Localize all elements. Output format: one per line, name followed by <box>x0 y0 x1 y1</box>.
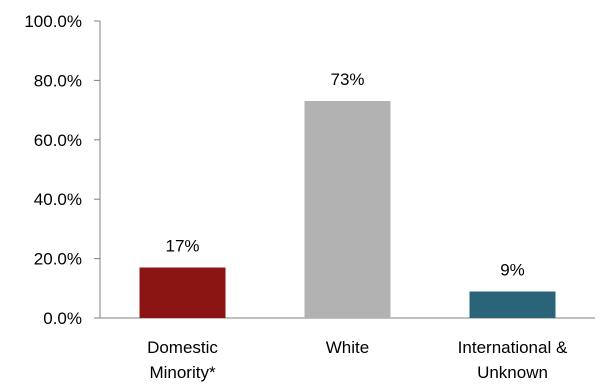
bar <box>139 267 226 318</box>
y-tick-label: 100.0% <box>24 12 82 31</box>
data-label: 73% <box>330 70 364 89</box>
category-label: International & <box>458 338 568 357</box>
y-tick-label: 60.0% <box>34 131 82 150</box>
data-label: 9% <box>500 260 525 279</box>
y-tick-label: 80.0% <box>34 71 82 90</box>
y-tick-label: 20.0% <box>34 250 82 269</box>
category-label: Domestic <box>147 338 218 357</box>
y-tick-label: 40.0% <box>34 190 82 209</box>
category-label: White <box>326 338 369 357</box>
category-label: Unknown <box>477 363 548 382</box>
category-label: Minority* <box>149 363 216 382</box>
bar <box>469 291 556 318</box>
bar <box>304 101 391 318</box>
y-tick-label: 0.0% <box>43 309 82 328</box>
data-label: 17% <box>165 237 199 256</box>
